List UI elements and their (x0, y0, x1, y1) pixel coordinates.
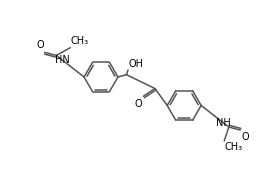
Text: HN: HN (55, 55, 69, 65)
Text: OH: OH (129, 59, 144, 69)
Text: CH₃: CH₃ (71, 36, 89, 46)
Text: O: O (241, 132, 249, 142)
Text: O: O (37, 40, 44, 50)
Text: NH: NH (216, 118, 230, 128)
Text: O: O (134, 99, 142, 109)
Text: CH₃: CH₃ (225, 142, 243, 153)
